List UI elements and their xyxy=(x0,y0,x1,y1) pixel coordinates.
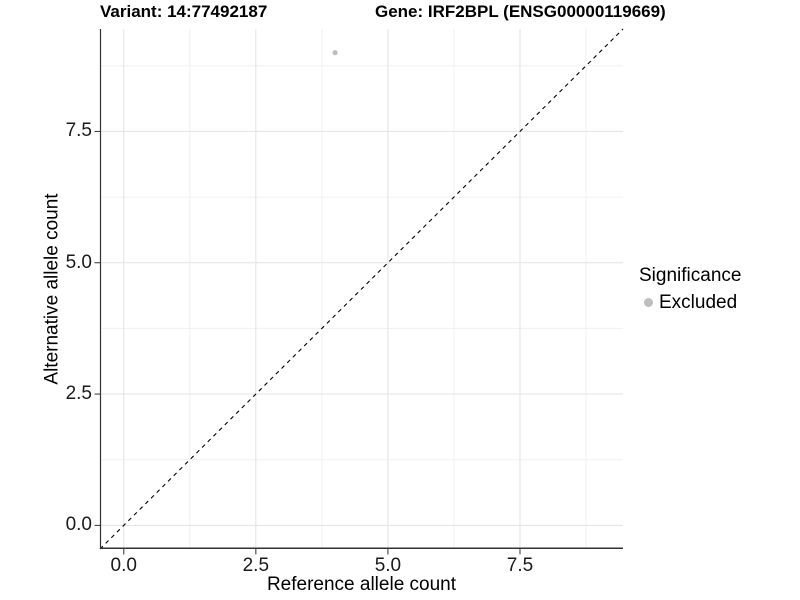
y-tick-label: 7.5 xyxy=(65,120,92,142)
identity-line xyxy=(99,28,624,550)
x-tick-label: 0.0 xyxy=(110,555,137,576)
legend-key-dot-icon xyxy=(644,298,653,307)
legend-items: Excluded xyxy=(639,291,741,314)
x-tick-label: 2.5 xyxy=(242,555,270,576)
x-axis-title: Reference allele count xyxy=(266,574,457,595)
y-tick-label: 0.0 xyxy=(65,514,92,536)
x-tick-label: 5.0 xyxy=(374,555,402,576)
plot-panel xyxy=(94,28,624,555)
plot-canvas xyxy=(94,28,624,555)
x-tick-label: 7.5 xyxy=(506,555,534,576)
y-tick-label: 5.0 xyxy=(65,251,92,273)
legend-item: Excluded xyxy=(639,291,741,314)
y-tick-label: 2.5 xyxy=(65,383,92,405)
legend-title: Significance xyxy=(639,265,742,286)
y-axis-title: Alternative allele count xyxy=(41,193,63,385)
legend: Significance Excluded xyxy=(639,264,741,314)
data-point xyxy=(332,50,338,56)
gene-title: Gene: IRF2BPL (ENSG00000119669) xyxy=(375,2,666,21)
variant-title: Variant: 14:77492187 xyxy=(100,2,268,21)
legend-item-label: Excluded xyxy=(659,292,738,313)
